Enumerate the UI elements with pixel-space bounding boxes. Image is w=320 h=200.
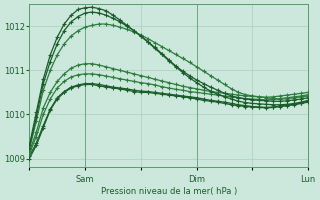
X-axis label: Pression niveau de la mer( hPa ): Pression niveau de la mer( hPa ) [101, 187, 237, 196]
